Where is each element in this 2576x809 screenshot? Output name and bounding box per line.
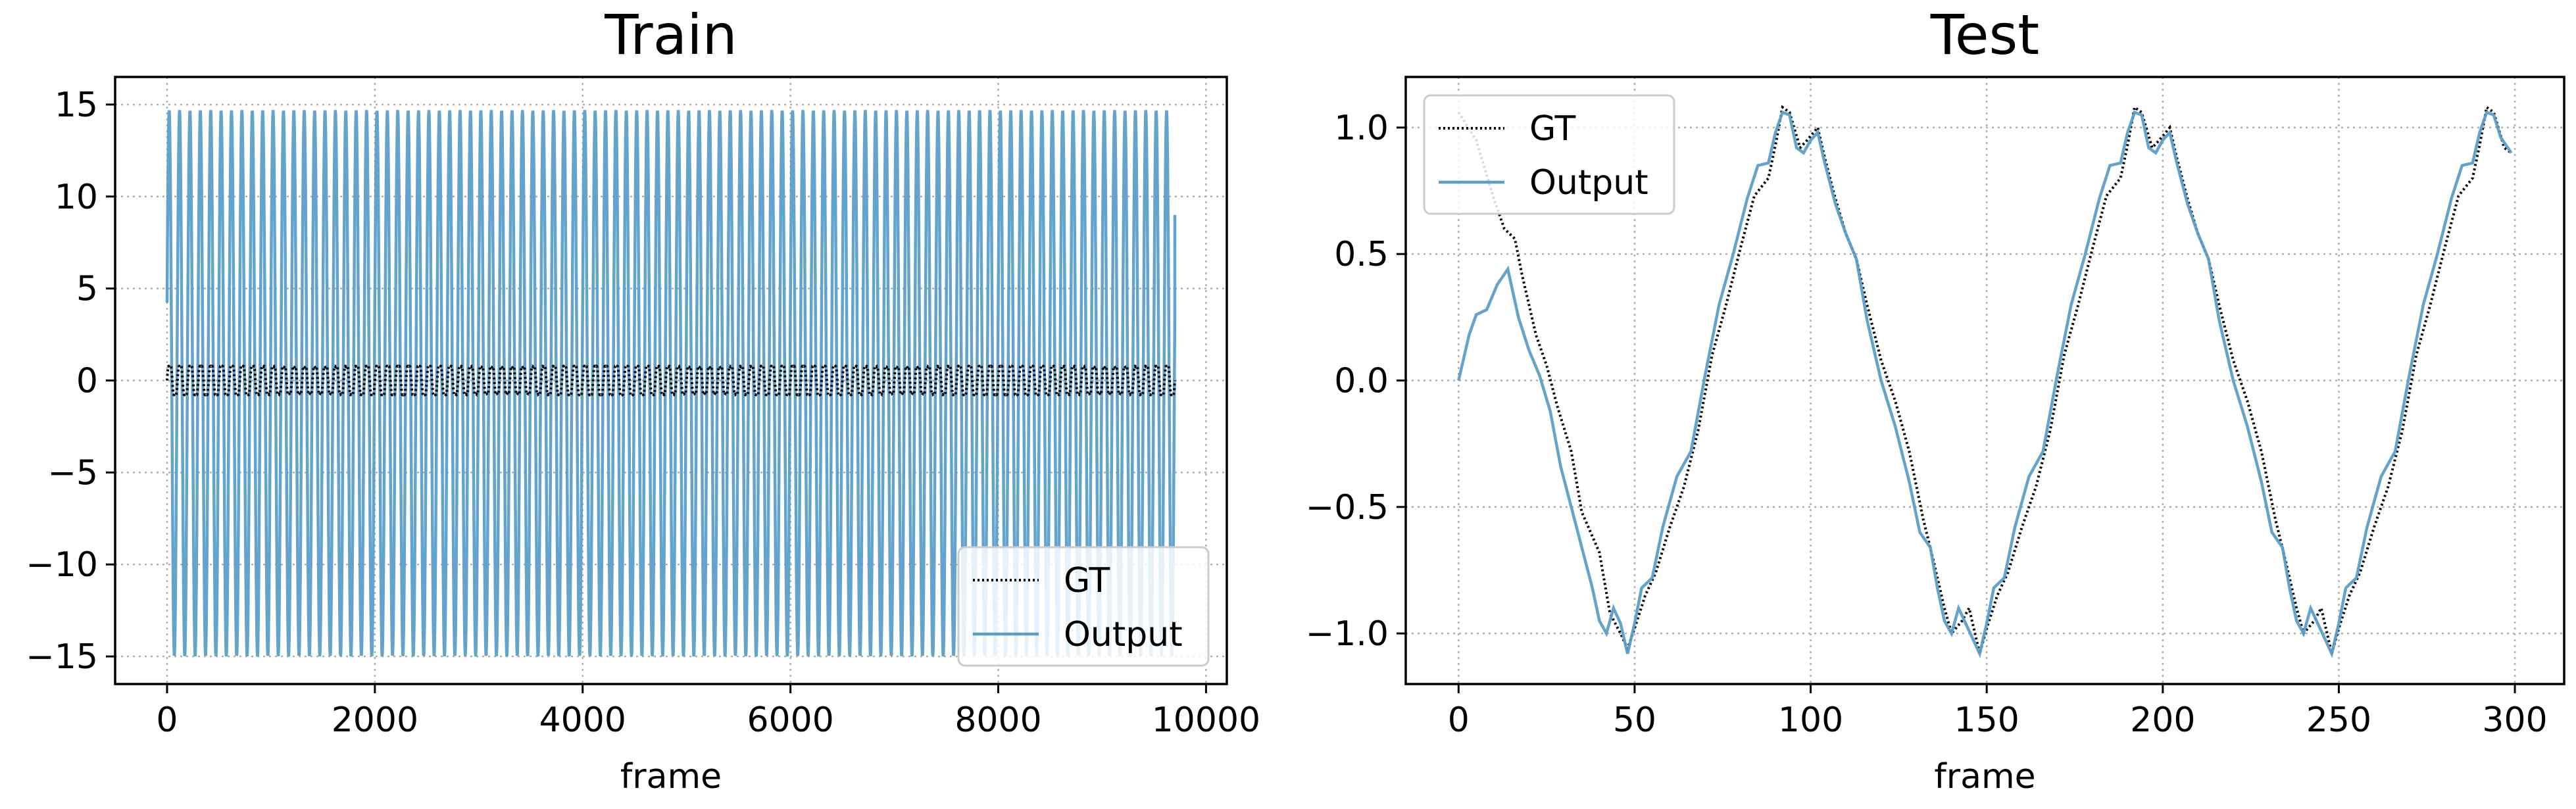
chart-title: Test — [1930, 3, 2039, 67]
x-tick-label: 50 — [1613, 700, 1656, 740]
series-output-line — [1457, 110, 2513, 658]
test-panel: 0 50 100 150 200 250 300 −1.0 −0.5 0.0 0.5 1.0 Test f… — [1306, 3, 2565, 797]
x-tick-label: 0 — [1448, 700, 1470, 740]
plot-area — [1457, 105, 2513, 658]
x-tick-label: 150 — [1954, 700, 2019, 740]
y-tick-label: 15 — [55, 86, 98, 125]
x-tick-label: 250 — [2306, 700, 2371, 740]
y-tick-label: 0.0 — [1334, 362, 1389, 401]
y-tick-label: −10 — [26, 545, 98, 585]
x-tick-label: 0 — [156, 700, 178, 740]
x-tick-label: 300 — [2482, 700, 2547, 740]
y-tick-label: 0 — [76, 362, 98, 401]
legend-label-gt: GT — [1529, 109, 1575, 149]
y-tick-label: 0.5 — [1334, 235, 1389, 274]
legend-box — [1423, 94, 1675, 215]
legend-box — [957, 546, 1210, 667]
series-gt-line — [166, 364, 1176, 397]
train-panel: 0 2000 4000 6000 8000 10000 −15 −10 −5 0 5 10 15 Trai… — [26, 3, 1260, 797]
y-tick-label: −15 — [26, 637, 98, 677]
x-tick-label: 200 — [2130, 700, 2195, 740]
y-tick-label: −5 — [47, 453, 98, 493]
y-tick-label: −0.5 — [1306, 488, 1389, 527]
x-axis-label: frame — [620, 757, 722, 797]
y-tick-label: 5 — [76, 270, 98, 309]
x-tick-label: 2000 — [332, 700, 418, 740]
legend-label-output: Output — [1529, 163, 1648, 203]
y-tick-label: 1.0 — [1334, 109, 1389, 148]
x-tick-label: 6000 — [747, 700, 833, 740]
x-tick-label: 4000 — [539, 700, 626, 740]
legend: GT Output — [957, 546, 1210, 667]
x-tick-label: 8000 — [954, 700, 1041, 740]
legend: GT Output — [1423, 94, 1675, 215]
chart-title: Train — [604, 3, 737, 67]
y-tick-label: 10 — [55, 178, 98, 217]
y-tick-label: −1.0 — [1306, 614, 1389, 654]
x-axis-label: frame — [1934, 757, 2035, 797]
x-tick-label: 10000 — [1152, 700, 1260, 740]
legend-label-output: Output — [1064, 615, 1183, 654]
legend-label-gt: GT — [1064, 561, 1110, 601]
x-tick-label: 100 — [1778, 700, 1843, 740]
